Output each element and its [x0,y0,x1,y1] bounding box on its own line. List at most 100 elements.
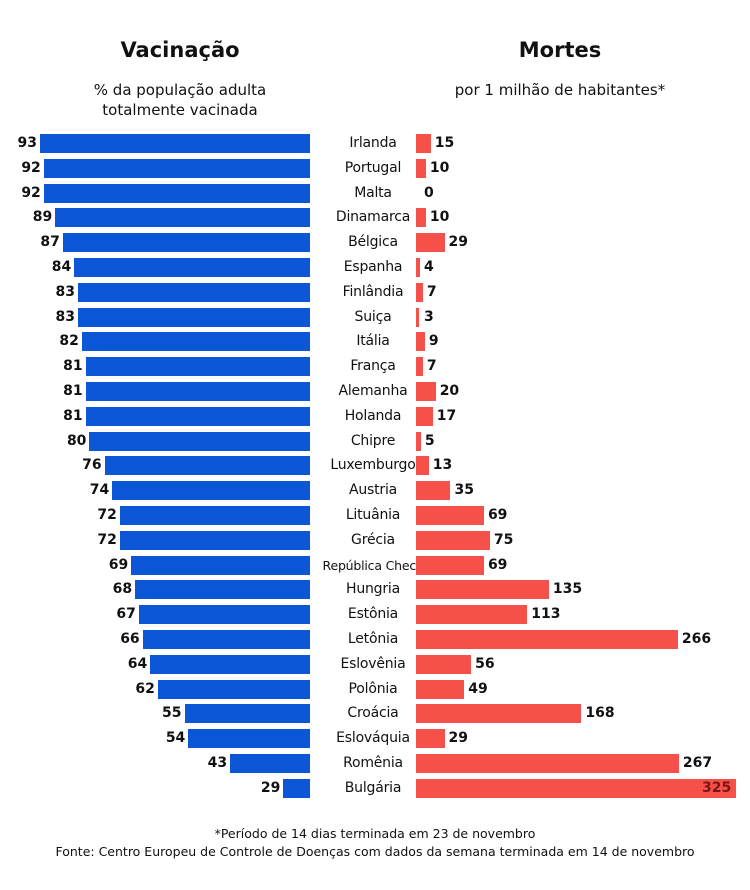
deaths-value: 29 [448,234,469,251]
vaccination-value: 72 [97,507,117,523]
vaccination-value: 92 [21,184,41,201]
deaths-bar [416,754,679,773]
deaths-bar [416,456,429,476]
deaths-value: 4 [424,259,434,275]
vaccination-value: 82 [59,333,79,350]
country-label: Suiça [354,308,392,325]
vaccination-value: 68 [112,581,133,598]
vaccination-bar [283,778,310,798]
deaths-bar [416,679,465,699]
deaths-value: 20 [439,383,460,399]
deaths-bar [416,208,426,228]
vaccination-bar [85,357,310,377]
vaccination-bar [119,530,310,550]
vaccination-bar [74,258,310,277]
country-label: República Checa [322,557,424,573]
deaths-value: 7 [426,358,437,375]
country-label: Finlândia [342,283,404,300]
country-label: Itália [356,333,390,350]
deaths-bar [416,282,423,302]
deaths-bar [416,605,528,625]
vaccination-value: 92 [21,159,41,176]
vaccination-bar [188,729,310,749]
deaths-value: 325 [702,779,732,796]
vaccination-bar [230,754,310,773]
country-label: Estônia [347,606,399,623]
deaths-subtitle: por 1 milhão de habitantes* [454,81,666,99]
deaths-bar [416,530,490,550]
deaths-value: 49 [468,680,488,697]
vaccination-value: 29 [260,779,281,796]
deaths-bar [416,481,451,501]
country-label: Luxemburgo [330,457,416,474]
deaths-value: 9 [428,333,439,350]
deaths-value: 17 [436,407,457,424]
deaths-value: 35 [454,482,474,499]
country-label: França [350,358,396,375]
footnote: *Período de 14 dias terminada em 23 de n… [214,826,536,841]
deaths-bar [416,555,484,575]
deaths-value: 56 [475,655,495,672]
country-label: Irlanda [349,135,397,151]
vaccination-value: 80 [66,432,87,449]
vaccination-bar [89,431,310,451]
deaths-bar [416,729,445,749]
deaths-bar [416,654,472,674]
source: Fonte: Centro Europeu de Controle de Doe… [55,844,695,859]
deaths-value: 13 [432,457,453,474]
vaccination-value: 55 [162,705,182,722]
deaths-bar [416,630,678,649]
vaccination-value: 81 [63,383,83,399]
country-label: Espanha [343,259,403,275]
deaths-bar [416,332,425,352]
country-label: Croácia [347,705,399,722]
deaths-value: 29 [448,730,469,747]
vaccination-bar [43,158,310,178]
vaccination-value: 93 [17,135,37,151]
country-label: Alemanha [338,383,408,399]
deaths-value: 0 [424,184,434,201]
country-label: Eslovênia [340,655,406,672]
vaccination-bar [112,481,310,501]
deaths-value: 69 [487,556,508,573]
deaths-bar [416,778,736,798]
deaths-value: 3 [424,308,434,325]
vaccination-bar [85,382,310,401]
vaccination-bar [150,654,310,674]
deaths-bar [416,382,436,401]
country-label: Malta [354,184,392,201]
vaccination-bar [142,630,310,649]
country-label: Bulgária [344,779,402,796]
deaths-value: 15 [434,135,455,151]
deaths-value: 267 [682,755,713,771]
country-label: Austria [348,482,398,499]
vaccination-subtitle-1: % da população adulta [93,81,267,99]
country-label: Eslováquia [336,730,410,747]
vaccination-value: 43 [207,755,228,771]
vaccination-value: 66 [120,631,140,647]
vaccination-value: 83 [55,308,76,325]
vaccination-bar [78,307,310,327]
vaccination-value: 87 [40,234,60,251]
deaths-title: Mortes [518,38,602,62]
deaths-bar [416,357,423,377]
vaccination-bar [43,183,310,203]
vaccination-bar [40,134,310,153]
deaths-value: 135 [552,581,583,598]
vaccination-title: Vacinação [120,38,240,62]
vaccination-bar [119,506,310,525]
country-label: Holanda [344,407,402,424]
country-label: Hungria [346,581,400,598]
deaths-value: 7 [426,283,437,300]
vaccination-bar [138,605,310,625]
deaths-value: 10 [429,159,450,176]
vaccination-value: 81 [63,407,83,424]
deaths-value: 75 [493,531,514,548]
vaccination-value: 64 [127,655,148,672]
country-label: Letônia [347,631,399,647]
country-label: Dinamarca [335,209,411,226]
vaccination-value: 83 [55,283,76,300]
deaths-value: 10 [429,209,450,226]
vaccination-value: 54 [165,730,186,747]
